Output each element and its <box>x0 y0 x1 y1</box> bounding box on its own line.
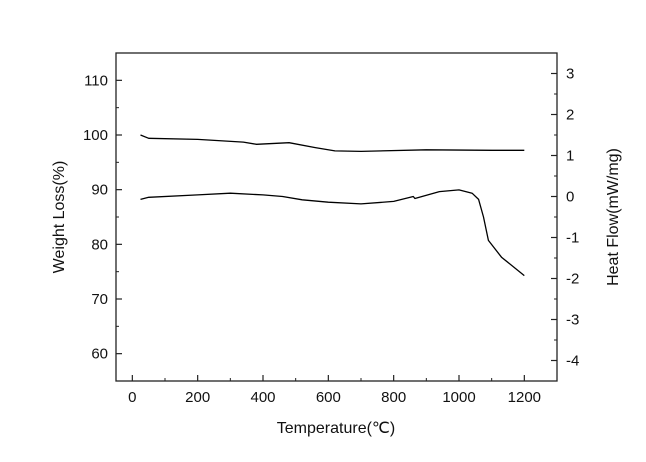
y-axis-right: -4 -3 -2 -1 0 1 2 3 <box>551 66 579 370</box>
y-tick-label: 60 <box>91 346 108 363</box>
heat-flow-line <box>140 189 525 277</box>
y2-tick-label: -3 <box>566 312 579 329</box>
y-tick-label: 80 <box>91 236 108 253</box>
y-axis-left: 60 70 80 90 100 110 <box>83 72 122 363</box>
x-tick-label: 1000 <box>442 389 475 406</box>
y2-tick-label: 0 <box>566 189 574 206</box>
y-axis-label: Weight Loss(%) <box>51 161 68 274</box>
y-tick-label: 70 <box>91 291 108 308</box>
x-tick-label: 800 <box>381 389 406 406</box>
y2-axis-label: Heat Flow(mW/mg) <box>605 148 622 286</box>
series-lines <box>140 134 525 277</box>
y2-tick-label: 2 <box>566 107 574 124</box>
y2-tick-label: -4 <box>566 353 579 370</box>
x-tick-label: 0 <box>128 389 136 406</box>
x-axis-label: Temperature(℃) <box>277 420 395 437</box>
x-tick-label: 1200 <box>508 389 541 406</box>
y-tick-label: 90 <box>91 182 108 199</box>
weight-loss-line <box>140 134 525 153</box>
y-tick-label: 100 <box>83 127 108 144</box>
y2-tick-label: -2 <box>566 271 579 288</box>
y2-tick-label: 1 <box>566 148 574 165</box>
plot-frame <box>115 52 558 382</box>
y-tick-label: 110 <box>84 72 108 89</box>
x-tick-label: 400 <box>250 389 275 406</box>
y2-tick-label: 3 <box>566 66 574 83</box>
y2-tick-label: -1 <box>566 230 579 247</box>
x-tick-label: 600 <box>316 389 341 406</box>
x-axis: 0 200 400 600 800 1000 1200 <box>128 375 541 406</box>
x-tick-label: 200 <box>185 389 210 406</box>
